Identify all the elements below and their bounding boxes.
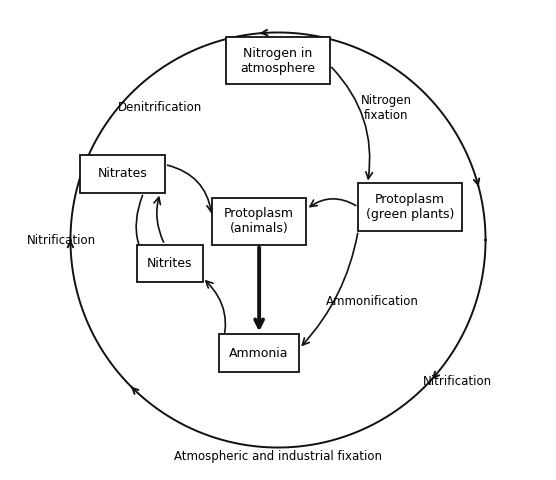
Text: Nitrogen
fixation: Nitrogen fixation: [361, 94, 412, 122]
FancyBboxPatch shape: [212, 198, 306, 245]
Text: Protoplasm
(animals): Protoplasm (animals): [224, 207, 294, 235]
Text: Nitrification: Nitrification: [27, 233, 96, 247]
Text: Nitrates: Nitrates: [97, 168, 147, 180]
FancyBboxPatch shape: [80, 155, 165, 193]
Text: Nitrogen in
atmosphere: Nitrogen in atmosphere: [241, 47, 315, 75]
Text: Atmospheric and industrial fixation: Atmospheric and industrial fixation: [174, 450, 382, 464]
Text: Nitrification: Nitrification: [423, 375, 492, 388]
FancyBboxPatch shape: [358, 183, 462, 230]
FancyBboxPatch shape: [226, 37, 330, 84]
Text: Ammonification: Ammonification: [326, 295, 419, 308]
Text: Nitrites: Nitrites: [147, 257, 192, 270]
Text: Protoplasm
(green plants): Protoplasm (green plants): [366, 193, 454, 221]
FancyBboxPatch shape: [137, 245, 202, 282]
Text: Ammonia: Ammonia: [230, 347, 289, 360]
FancyBboxPatch shape: [219, 335, 299, 372]
Text: Denitrification: Denitrification: [118, 101, 202, 114]
